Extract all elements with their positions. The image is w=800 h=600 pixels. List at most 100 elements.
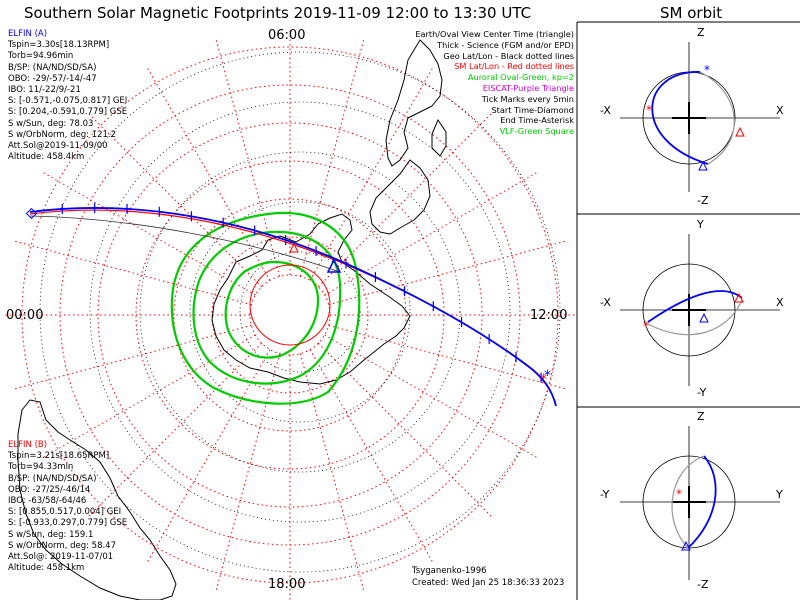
sm-pole-circle [249,264,331,346]
elfin-b-line: IBO: -63/58/-64/46 [8,496,87,507]
hour-label-bottom: 18:00 [268,577,306,592]
sm-latitude-circle [249,274,331,356]
orbit3-bottom-label: -Z [697,578,709,591]
sm-meridian [147,67,271,281]
elfin-a-info: ELFIN (A) Tspin=3.30s[18.13RPM] Torb=94.… [8,29,127,163]
sm-meridian [309,67,433,281]
elfin-b-line: S w/OrbNorm, deg: 58.47 [8,540,117,551]
sm-latitude-circle [173,198,407,432]
sm-latitude-circle [97,122,483,508]
elfin-b-line: S: [-0.933,0.297,0.779] GSE [8,518,128,529]
orbit2-left-label: -X [600,296,611,309]
sm-meridian [299,353,365,591]
elfin-a-line: B/SP: (NA/ND/SD/SA) [8,62,97,73]
orbit-panel-title: SM orbit [660,4,723,22]
sm-latitude-circle [211,236,369,394]
end-asterisk-b: * [540,372,547,388]
plot-legend: Earth/Oval View Center Time (triangle) T… [415,29,574,137]
australia-coastline [369,159,431,235]
orbit3-left-label: -Y [600,488,610,501]
track-tick-marks [61,202,542,383]
sm-meridian [88,113,263,288]
sm-meridian [42,334,256,458]
elfin-b-line: S: [0.855,0.517,0.004] GEI [8,507,122,518]
plot-title: Southern Solar Magnetic Footprints 2019-… [24,4,532,22]
new-zealand-coastline [431,118,447,157]
orbit2-bottom-label: -Y [697,386,707,399]
legend-item: SM Lat/Lon - Red dotted lines [454,61,574,72]
orbit-panel-zx: * * [620,42,780,192]
sm-meridian [324,334,538,458]
hour-label-left: 00:00 [6,308,44,323]
elfin-b-line: Tspin=3.21s[18.65RPM] [8,451,110,462]
sm-meridian [215,39,281,277]
legend-item: Auroral Oval-Green, kp=2 [467,72,574,83]
geo-latitude-circle [189,201,411,423]
africa-coastline [385,39,443,167]
elfin-a-line: Tspin=3.30s[18.13RPM] [8,40,110,51]
elfin-b-line: Altitude: 458.1km [8,563,85,574]
elfin-b-line: Att.Sol@: 2019-11-07/01 [8,552,114,563]
elfin-b-info: ELFIN (B) Tspin=3.21s[18.65RPM] Torb=94.… [8,440,127,574]
elfin-a-name: ELFIN (A) [8,29,48,39]
orbit2-right-label: X [776,296,784,309]
sm-meridian [309,349,433,563]
sm-meridian [88,342,263,517]
elfin-a-track-thin [29,215,341,273]
elfin-a-line: Att.Sol@2019-11-09/00 [8,141,108,152]
sm-latitude-circle [59,84,521,546]
orbit-panel-yx: * [620,234,780,386]
orbit1-top-label: Z [697,26,705,39]
sm-meridian [42,172,256,296]
sm-meridian [14,240,252,306]
legend-item: Earth/Oval View Center Time (triangle) [415,29,574,39]
hour-label-right: 12:00 [530,308,568,323]
elfin-a-line: Altitude: 458.4km [8,152,85,163]
auroral-oval [170,211,361,405]
view-center-triangle-a [326,258,342,273]
svg-text:*: * [643,319,649,333]
antarctica-coastline [211,213,411,385]
svg-text:*: * [704,63,710,77]
geo-latitude-circle [89,101,511,523]
sm-meridian [14,324,252,390]
legend-item: Geo Lat/Lon - Black dotted lines [443,50,574,61]
sm-meridian [215,353,281,591]
created-timestamp: Created: Wed Jan 25 18:36:33 2023 [412,578,565,588]
elfin-a-footprint-track [29,207,557,407]
sm-meridian [317,113,492,288]
elfin-a-line: OBO: -29/-57/-14/-47 [8,73,97,84]
legend-item: Tick Marks every 5min [481,93,574,104]
view-center-triangle-b [289,242,299,253]
elfin-a-line: S w/Sun, deg: 78.03 [8,118,94,129]
orbit1-bottom-label: -Z [697,194,709,207]
sm-meridian [147,349,271,563]
elfin-b-line: OBO: -27/25/-46/14 [8,484,91,495]
sm-meridian [328,240,566,306]
model-credit: Tsyganenko-1996 [412,566,487,576]
elfin-a-line: S: [0.204,-0.591,0.779] GSE [8,107,128,118]
elfin-a-line: S w/OrbNorm, deg: 121.2 [8,129,117,140]
south-america-coastline [17,399,177,600]
elfin-a-line: S: [-0.571,-0.075,0.817] GEI [8,96,128,107]
orbit1-right-label: X [776,104,784,117]
elfin-a-line: IBO: 11/-22/9/-21 [8,85,81,96]
sm-meridian [324,172,538,296]
elfin-b-line: S w/Sun, deg: 159.1 [8,529,94,540]
sm-longitude-lines [5,30,575,600]
hour-label-top: 06:00 [268,28,306,43]
sm-meridian [317,342,492,517]
geo-latitude-circle [39,51,561,573]
orbit2-top-label: Y [697,218,704,231]
legend-item: VLF-Green Square [499,126,574,137]
svg-text:*: * [676,487,682,501]
legend-item: EISCAT-Purple Triangle [482,82,574,93]
orbit-panel-zy: * [620,426,780,580]
sm-meridian [299,39,365,277]
elfin-b-line: B/SP: (NA/ND/SD/SA) [8,473,97,484]
legend-item: Start Time-Diamond [491,104,574,115]
svg-text:*: * [646,103,652,117]
geo-latitude-circle [139,151,461,473]
